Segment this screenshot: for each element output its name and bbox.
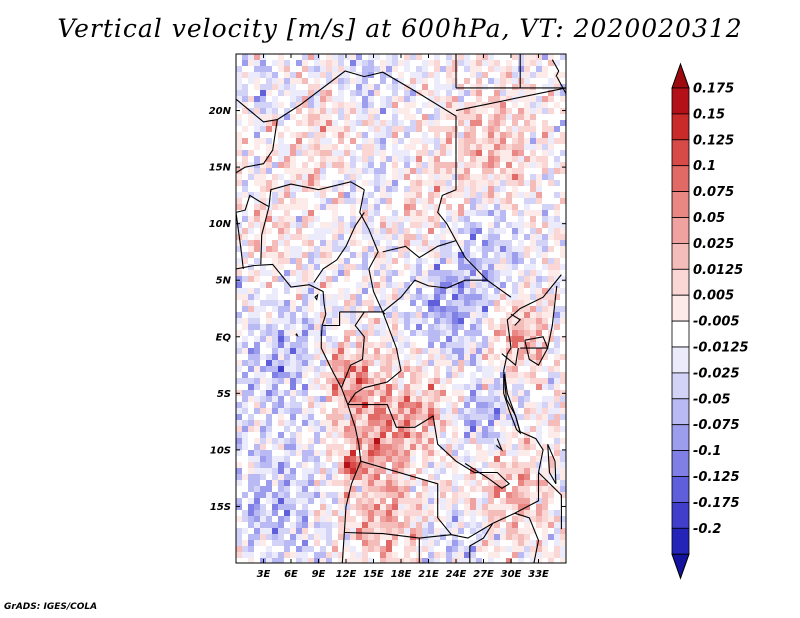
lat-tick-label: 20N <box>209 106 232 117</box>
lat-tick-label: 5N <box>216 276 232 287</box>
colorbar-label: -0.005 <box>693 315 740 330</box>
colorbar-label: 0.005 <box>693 289 734 304</box>
map-axes: 20N 15N 10N 5N EQ 5S 10S 15S 3E 6E 9E 12E 15E 18E 21E 2… <box>209 54 566 580</box>
colorbar: 0.175 0.15 0.125 0.1 0.075 0.05 0.025 0.0125 0.0… <box>671 62 749 580</box>
colorbar-label: 0.15 <box>693 107 725 122</box>
lon-tick-label: 24E <box>446 569 467 580</box>
colorbar-swatch <box>671 527 690 555</box>
colorbar-swatch <box>671 268 690 296</box>
colorbar-label: -0.1 <box>693 444 721 459</box>
lon-tick-label: 9E <box>312 569 326 580</box>
colorbar-label: 0.175 <box>693 82 734 97</box>
lat-tick-label: 15N <box>209 163 232 174</box>
lat-tick-label: 10N <box>209 219 232 230</box>
colorbar-label: 0.125 <box>693 133 734 148</box>
colorbar-swatch <box>671 346 690 374</box>
lat-tick-label: 15S <box>210 502 231 513</box>
colorbar-label: -0.025 <box>693 366 740 381</box>
colorbar-label: 0.05 <box>693 211 725 226</box>
colorbar-label: 0.1 <box>693 159 716 174</box>
colorbar-bottom-arrow <box>671 553 690 580</box>
colorbar-swatch <box>671 424 690 452</box>
colorbar-label: -0.175 <box>693 496 740 511</box>
colorbar-swatch <box>671 113 690 141</box>
lon-tick-label: 3E <box>257 569 271 580</box>
colorbar-swatch <box>671 87 690 115</box>
colorbar-label: -0.075 <box>693 418 740 433</box>
lon-tick-label: 18E <box>391 569 412 580</box>
colorbar-label: 0.075 <box>693 185 734 200</box>
colorbar-swatch <box>671 501 690 529</box>
lon-tick-label: 15E <box>363 569 384 580</box>
lat-tick-label: EQ <box>216 332 232 343</box>
colorbar-swatch <box>671 294 690 322</box>
lon-tick-label: 33E <box>528 569 549 580</box>
lat-tick-label: 10S <box>210 445 231 456</box>
colorbar-top-arrow <box>671 62 690 89</box>
vertical-velocity-field <box>236 54 566 563</box>
lat-tick-label: 5S <box>217 389 231 400</box>
lon-tick-label: 27E <box>473 569 494 580</box>
colorbar-swatch <box>671 242 690 270</box>
country-borders <box>236 54 566 563</box>
colorbar-swatch <box>671 450 690 477</box>
colorbar-swatch <box>671 217 690 244</box>
colorbar-swatch <box>671 139 690 167</box>
colorbar-swatch <box>671 476 690 503</box>
lon-tick-label: 12E <box>336 569 357 580</box>
colorbar-label: -0.0125 <box>693 341 749 356</box>
colorbar-label: -0.125 <box>693 470 740 485</box>
lon-tick-label: 30E <box>501 569 522 580</box>
colorbar-label: -0.2 <box>693 522 721 537</box>
colorbar-swatch <box>671 372 690 400</box>
chart-title: Vertical velocity [m/s] at 600hPa, VT: 2… <box>57 14 743 43</box>
colorbar-swatch <box>671 191 690 218</box>
lon-tick-label: 21E <box>418 569 439 580</box>
colorbar-swatch <box>671 320 690 348</box>
colorbar-swatch <box>671 165 690 192</box>
grads-credit: GrADS: IGES/COLA <box>4 602 98 612</box>
colorbar-label: 0.025 <box>693 237 734 252</box>
colorbar-swatch <box>671 398 690 426</box>
colorbar-label: -0.05 <box>693 392 730 407</box>
lon-tick-label: 6E <box>284 569 298 580</box>
colorbar-label: 0.0125 <box>693 263 743 278</box>
